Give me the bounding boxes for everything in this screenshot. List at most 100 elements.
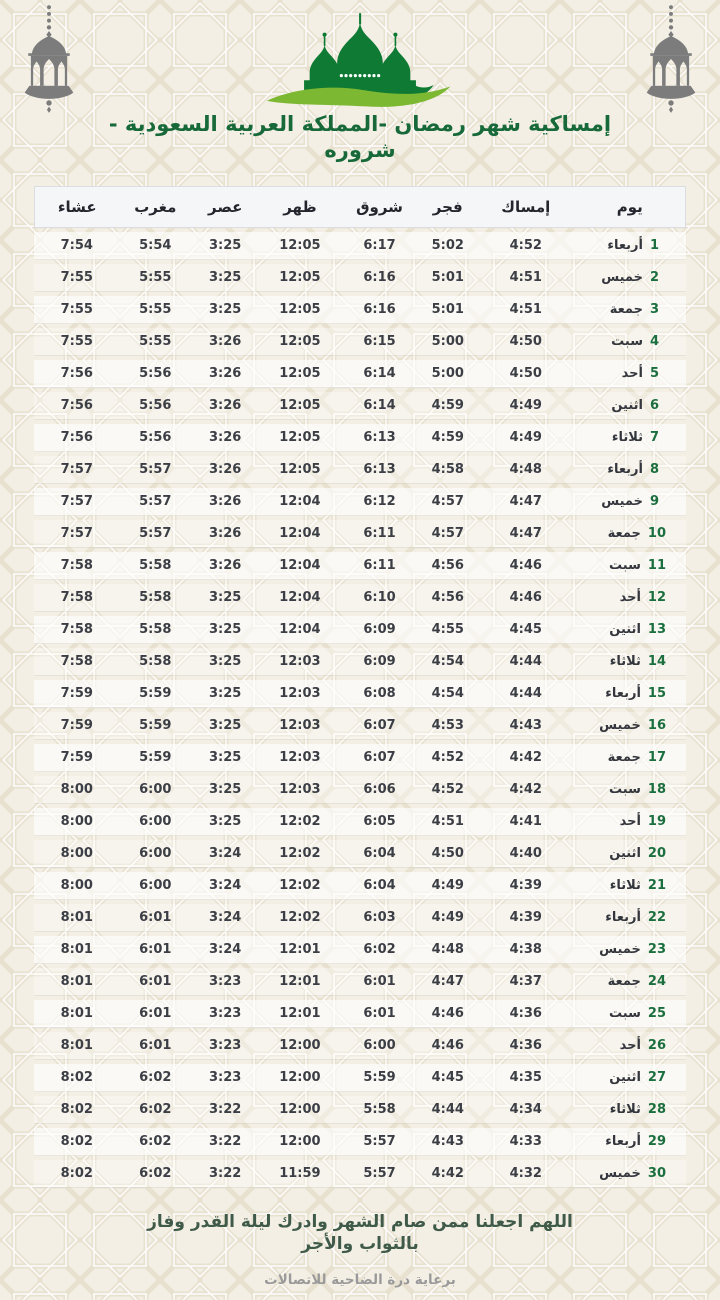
imsak-time-cell: 4:49 [477,424,575,452]
maghrib-time-cell: 5:59 [119,680,192,708]
day-number: 10 [647,526,666,541]
asr-time-cell: 3:25 [191,744,260,772]
asr-time-cell: 3:25 [191,296,260,324]
maghrib-time-cell: 5:57 [119,488,192,516]
day-number: 7 [650,430,660,445]
imsak-time-cell: 4:52 [477,232,575,260]
imsak-time-cell: 4:39 [477,904,575,932]
isha-time-cell: 8:01 [34,904,120,932]
fajr-time-cell: 5:02 [418,232,478,260]
dhuhr-time-cell: 12:01 [259,936,341,964]
imsak-time-cell: 4:51 [477,264,575,292]
day-number: 2 [650,270,660,285]
dhuhr-time-cell: 12:00 [259,1064,341,1092]
fajr-time-cell: 5:01 [418,296,478,324]
table-row: 1 أربعاء 4:52 5:02 6:17 12:05 3:25 5:54 7:54 [34,232,686,260]
fajr-time-cell: 4:42 [418,1160,478,1188]
day-number: 1 [650,238,660,253]
asr-time-cell: 3:25 [191,808,260,836]
shuruq-time-cell: 6:12 [340,488,419,516]
dhuhr-time-cell: 12:03 [259,680,341,708]
day-number: 26 [647,1038,666,1053]
day-number: 12 [647,590,666,605]
maghrib-time-cell: 5:54 [119,232,192,260]
maghrib-time-cell: 6:01 [119,968,192,996]
imsak-time-cell: 4:51 [477,296,575,324]
asr-time-cell: 3:25 [191,264,260,292]
day-cell: 7 ثلاثاء [574,424,686,452]
column-header-shuruq: شروق [340,186,419,228]
maghrib-time-cell: 5:58 [119,648,192,676]
shuruq-time-cell: 6:06 [340,776,419,804]
isha-time-cell: 8:01 [34,1032,120,1060]
fajr-time-cell: 5:01 [418,264,478,292]
fajr-time-cell: 4:52 [418,744,478,772]
maghrib-time-cell: 5:58 [119,552,192,580]
day-number: 13 [647,622,666,637]
day-number: 18 [647,782,666,797]
hero-header: إمساكية شهر رمضان -المملكة العربية السعو… [0,0,720,172]
day-name: أحد [621,366,643,381]
column-header-dhuhr: ظهر [259,186,341,228]
fajr-time-cell: 4:52 [418,776,478,804]
timetable-body: 1أربعاء 4:52 5:02 6:17 12:05 3:25 5:54 7:54 2 خمي… [34,232,686,1188]
day-number: 23 [647,942,666,957]
imsak-time-cell: 4:32 [477,1160,575,1188]
imsak-time-cell: 4:46 [477,584,575,612]
maghrib-time-cell: 6:01 [119,904,192,932]
lantern-icon [20,4,78,116]
day-cell: 24 جمعة [574,968,686,996]
column-header-asr: عصر [191,186,260,228]
imsak-time-cell: 4:47 [477,520,575,548]
isha-time-cell: 7:58 [34,648,120,676]
isha-time-cell: 7:55 [34,264,120,292]
day-number: 6 [650,398,660,413]
isha-time-cell: 8:01 [34,936,120,964]
shuruq-time-cell: 6:01 [340,968,419,996]
imsak-time-cell: 4:45 [477,616,575,644]
asr-time-cell: 3:25 [191,680,260,708]
imsak-time-cell: 4:44 [477,680,575,708]
isha-time-cell: 7:59 [34,712,120,740]
dhuhr-time-cell: 12:04 [259,488,341,516]
table-row: 5 أحد 4:50 5:00 6:14 12:05 3:26 5:56 7:56 [34,360,686,388]
dhuhr-time-cell: 12:02 [259,904,341,932]
maghrib-time-cell: 6:00 [119,840,192,868]
dhuhr-time-cell: 12:02 [259,872,341,900]
day-cell: 1 أربعاء [574,232,686,260]
table-row: 23 خميس 4:38 4:48 6:02 12:01 3:24 6:01 8:01 [34,936,686,964]
timetable-header: يوم إمساك فجر شروق ظهر عصر مغرب عشاء [34,186,686,228]
shuruq-time-cell: 5:58 [340,1096,419,1124]
shuruq-time-cell: 6:13 [340,456,419,484]
column-header-day: يوم [574,186,686,228]
table-row: 6 اثنين 4:49 4:59 6:14 12:05 3:26 5:56 7:56 [34,392,686,420]
isha-time-cell: 7:56 [34,360,120,388]
maghrib-time-cell: 5:55 [119,328,192,356]
shuruq-time-cell: 6:16 [340,264,419,292]
dhuhr-time-cell: 12:04 [259,520,341,548]
dhuhr-time-cell: 12:04 [259,584,341,612]
day-name: ثلاثاء [609,1102,641,1117]
day-number: 14 [647,654,666,669]
day-name: أربعاء [605,910,641,925]
imsak-time-cell: 4:47 [477,488,575,516]
day-cell: 23 خميس [574,936,686,964]
maghrib-time-cell: 5:57 [119,456,192,484]
imsak-time-cell: 4:42 [477,744,575,772]
fajr-time-cell: 4:44 [418,1096,478,1124]
column-header-fajr: فجر [418,186,478,228]
asr-time-cell: 3:24 [191,840,260,868]
day-name: خميس [599,718,641,733]
table-row: 25سبت 4:36 4:46 6:01 12:01 3:23 6:01 8:01 [34,1000,686,1028]
shuruq-time-cell: 6:15 [340,328,419,356]
maghrib-time-cell: 6:02 [119,1160,192,1188]
day-cell: 6 اثنين [574,392,686,420]
column-header-isha: عشاء [34,186,120,228]
day-cell: 18 سبت [574,776,686,804]
dhuhr-time-cell: 12:05 [259,264,341,292]
shuruq-time-cell: 6:08 [340,680,419,708]
day-cell: 22 أربعاء [574,904,686,932]
table-row: 13 اثنين 4:45 4:55 6:09 12:04 3:25 5:58 7:58 [34,616,686,644]
day-cell: 8 أربعاء [574,456,686,484]
dhuhr-time-cell: 12:00 [259,1096,341,1124]
